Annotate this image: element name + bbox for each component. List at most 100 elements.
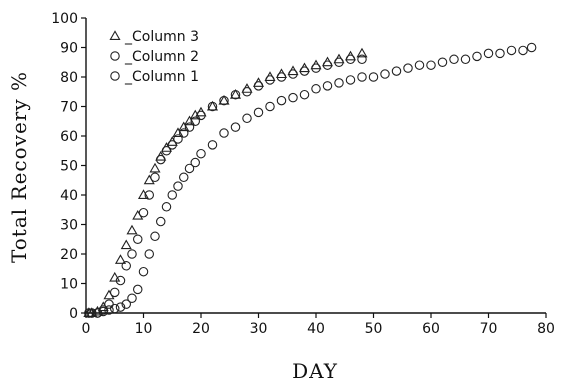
data-point	[184, 122, 195, 132]
data-point	[103, 289, 115, 300]
y-tick-label: 50	[60, 159, 78, 175]
data-point	[172, 127, 184, 138]
y-tick-label: 20	[60, 247, 78, 263]
series-3	[84, 42, 537, 318]
data-point	[156, 216, 166, 227]
data-point	[437, 57, 448, 67]
x-tick-label: 80	[537, 321, 555, 337]
data-point	[472, 51, 482, 62]
data-point	[161, 202, 172, 212]
data-point	[207, 140, 218, 150]
data-point	[241, 83, 253, 93]
data-point	[115, 275, 126, 286]
data-point	[288, 69, 298, 79]
data-point	[219, 128, 229, 138]
data-point	[150, 231, 160, 242]
data-point	[298, 62, 311, 73]
data-point	[322, 81, 333, 91]
data-point	[391, 66, 402, 76]
data-point	[173, 134, 183, 144]
y-tick-label: 0	[69, 306, 78, 322]
data-point	[179, 128, 189, 138]
data-point	[380, 69, 390, 79]
data-point	[230, 89, 241, 100]
data-point	[219, 95, 229, 106]
data-point	[506, 45, 517, 56]
data-point	[190, 116, 201, 127]
data-point	[218, 94, 230, 105]
data-point	[143, 174, 155, 185]
data-point	[403, 63, 413, 73]
data-point	[333, 53, 345, 64]
data-point	[127, 249, 137, 259]
data-point	[110, 303, 120, 314]
data-point	[178, 121, 190, 132]
data-point	[144, 249, 155, 259]
data-point	[426, 60, 436, 70]
data-point	[183, 115, 196, 126]
data-point	[345, 54, 356, 65]
data-point	[155, 150, 167, 161]
y-tick-label: 80	[60, 70, 78, 86]
data-point	[92, 308, 103, 318]
data-point	[207, 101, 218, 112]
legend-label: _Column 2	[124, 49, 199, 65]
data-point	[288, 92, 298, 103]
x-tick-label: 0	[82, 321, 91, 337]
data-point	[206, 100, 219, 111]
data-point	[276, 72, 287, 82]
data-point	[299, 89, 310, 100]
data-point	[114, 254, 127, 264]
data-point	[121, 299, 132, 309]
data-point	[357, 54, 367, 65]
data-point	[229, 88, 242, 99]
x-tick-label: 30	[250, 321, 268, 337]
y-tick-label: 40	[60, 188, 78, 204]
data-point	[334, 57, 344, 67]
data-point	[345, 75, 356, 85]
x-tick-label: 20	[192, 321, 210, 337]
data-point	[156, 154, 166, 165]
data-point	[321, 56, 334, 67]
data-point	[98, 306, 109, 317]
data-marks	[83, 42, 537, 318]
data-point	[299, 66, 310, 76]
data-point	[449, 54, 459, 65]
data-point	[87, 308, 97, 318]
data-point	[275, 68, 288, 79]
x-tick-label: 10	[135, 321, 153, 337]
data-point	[264, 71, 276, 81]
y-tick-label: 70	[60, 100, 78, 116]
y-tick-label: 60	[60, 129, 78, 145]
legend-marker	[109, 30, 121, 40]
data-point	[121, 261, 132, 271]
data-point	[179, 172, 189, 183]
data-point	[132, 209, 144, 220]
data-point	[265, 75, 275, 85]
data-point	[287, 65, 299, 76]
data-point	[414, 60, 425, 70]
data-point	[495, 48, 505, 59]
data-point	[161, 146, 172, 156]
series-2	[84, 54, 367, 318]
data-point	[276, 95, 287, 106]
data-point	[150, 172, 160, 183]
x-tick-label: 40	[307, 321, 325, 337]
data-point	[311, 84, 321, 94]
data-point	[196, 148, 206, 159]
data-point	[127, 293, 137, 303]
data-point	[334, 78, 344, 88]
legend-marker	[110, 51, 120, 61]
data-point	[167, 190, 178, 200]
data-point	[115, 302, 126, 312]
data-point	[265, 101, 275, 112]
data-point	[149, 162, 161, 173]
data-point	[242, 87, 252, 97]
data-point	[483, 48, 494, 59]
data-point	[184, 163, 195, 174]
data-point	[196, 110, 206, 121]
data-point	[311, 63, 321, 73]
data-point	[120, 239, 132, 250]
y-tick-label: 100	[51, 11, 78, 27]
data-point	[526, 42, 537, 53]
